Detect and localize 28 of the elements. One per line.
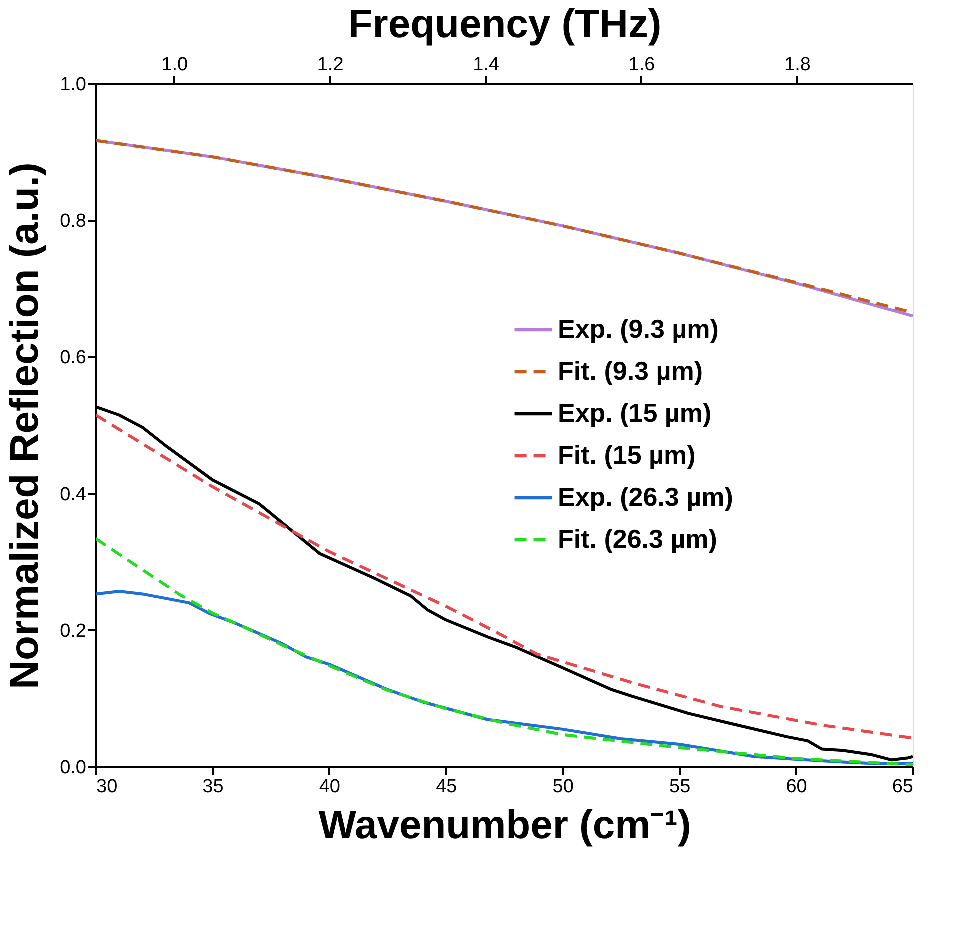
x-tick-label: 45 [436,776,458,798]
legend-label: Fit. (15 µm) [558,440,696,470]
x2-tick-label: 1.4 [473,54,500,76]
x2-axis-title: Frequency (THz) [348,2,662,46]
legend-label: Fit. (26.3 µm) [558,524,718,554]
y-tick-label: 1.0 [60,74,86,96]
x-tick-label: 50 [552,776,574,798]
x-tick-label: 65 [892,776,914,798]
x-axis-title: Wavenumber (cm⁻¹) [318,804,692,848]
y-tick-label: 0.6 [60,348,86,369]
x-tick-label: 55 [670,776,691,798]
legend-label: Exp. (15 µm) [558,398,712,428]
y-tick-label: 0.0 [60,758,86,778]
x2-tick-label: 1.6 [628,54,656,76]
y-axis-title: Normalized Reflection (a.u.) [3,162,48,690]
x2-tick-label: 1.0 [162,54,188,76]
x-tick-label: 60 [786,776,808,798]
y-tick-label: 0.2 [60,620,86,642]
x2-tick-label: 1.8 [784,54,811,76]
x-tick-label: 35 [202,776,224,798]
legend-label: Exp. (9.3 µm) [558,314,719,344]
x-tick-label: 30 [96,776,118,798]
legend-label: Fit. (9.3 µm) [558,356,703,386]
legend-label: Exp. (26.3 µm) [558,482,734,512]
x-tick-label: 40 [319,776,340,798]
y-tick-label: 0.4 [60,484,87,506]
y-tick-label: 0.8 [60,211,86,232]
x2-tick-label: 1.2 [317,54,344,76]
